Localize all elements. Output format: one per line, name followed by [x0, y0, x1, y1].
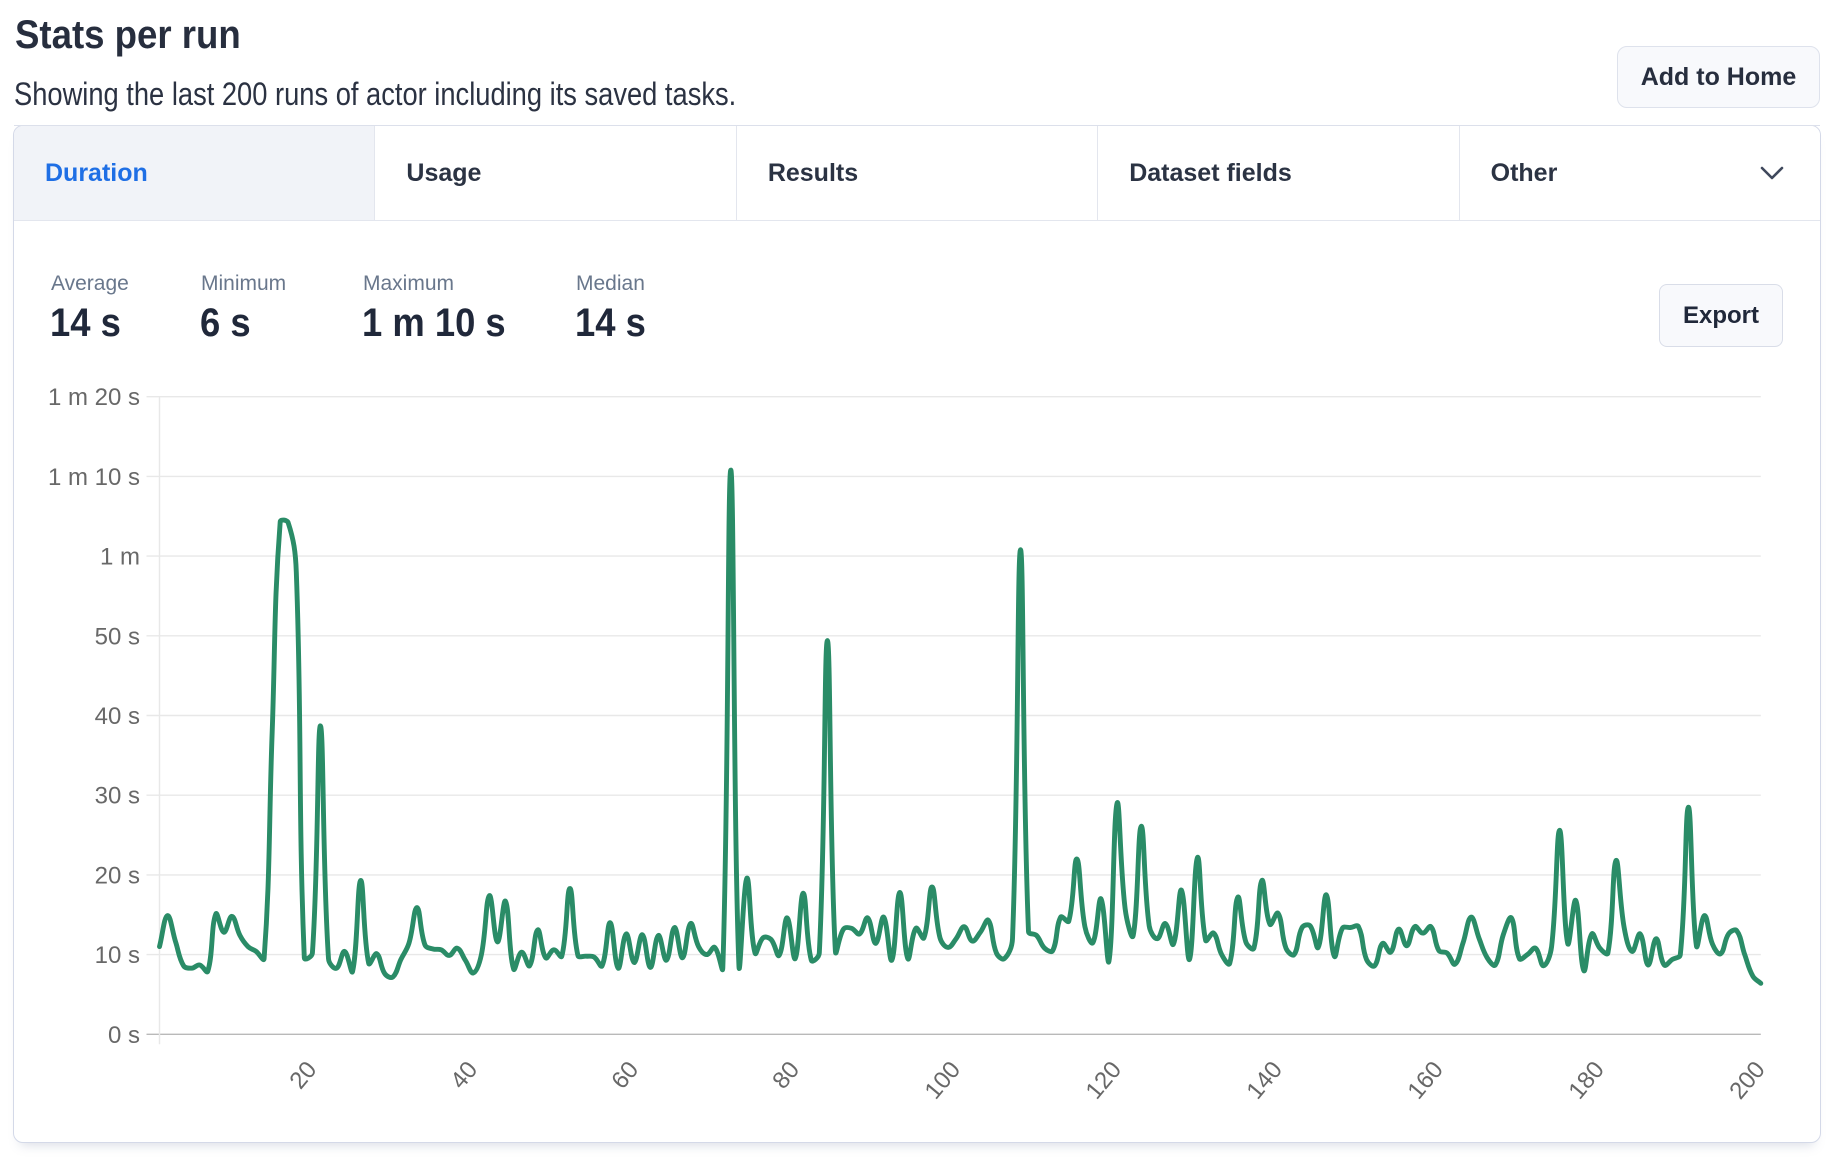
svg-text:160: 160 [1402, 1056, 1448, 1104]
svg-text:50 s: 50 s [95, 623, 140, 650]
svg-text:40 s: 40 s [95, 703, 140, 730]
svg-text:1 m: 1 m [100, 544, 140, 571]
svg-text:10 s: 10 s [95, 942, 140, 969]
svg-text:0 s: 0 s [108, 1022, 140, 1049]
svg-text:20 s: 20 s [95, 862, 140, 889]
svg-text:200: 200 [1724, 1056, 1770, 1104]
svg-text:80: 80 [767, 1056, 805, 1094]
svg-text:120: 120 [1081, 1056, 1127, 1104]
svg-text:30 s: 30 s [95, 783, 140, 810]
svg-text:20: 20 [284, 1056, 322, 1094]
svg-text:140: 140 [1241, 1056, 1287, 1104]
svg-text:180: 180 [1563, 1056, 1609, 1104]
svg-text:100: 100 [920, 1056, 966, 1104]
svg-text:1 m 10 s: 1 m 10 s [48, 464, 140, 491]
svg-text:60: 60 [606, 1056, 644, 1094]
svg-text:1 m 20 s: 1 m 20 s [48, 384, 140, 411]
svg-text:40: 40 [445, 1056, 483, 1094]
